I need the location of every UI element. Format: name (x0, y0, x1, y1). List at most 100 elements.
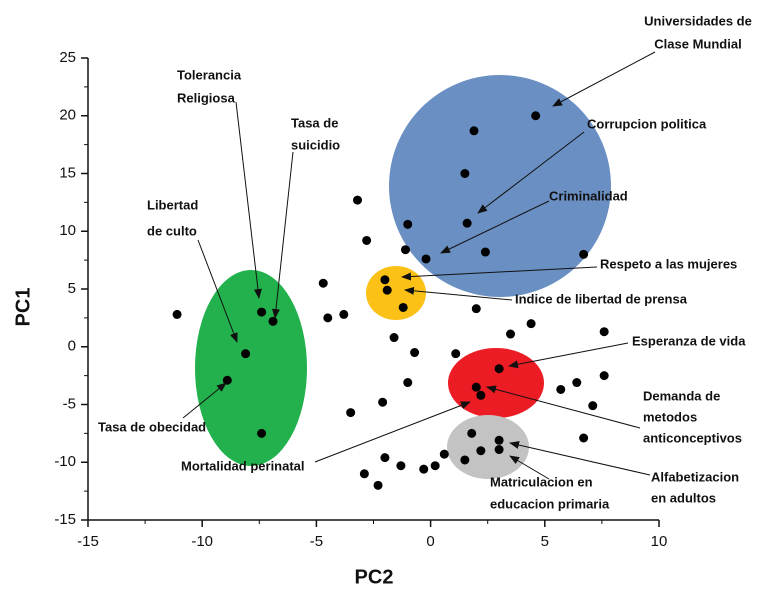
point (172, 309, 182, 319)
point (469, 126, 479, 136)
arrow (271, 151, 294, 319)
point (323, 313, 333, 323)
cluster-gray (447, 415, 529, 479)
annotation: Universidades de (644, 13, 752, 28)
x-tick-label: -10 (191, 533, 213, 550)
annotation: Tolerancia (177, 67, 242, 82)
annotation: Tasa de (291, 115, 338, 130)
arrow (404, 286, 513, 301)
point (257, 428, 267, 438)
point (471, 304, 481, 314)
cluster-yellow (366, 266, 426, 320)
annotation: Criminalidad (549, 188, 628, 203)
arrows (182, 51, 656, 480)
arrow (486, 385, 641, 429)
point (410, 348, 420, 358)
point (241, 349, 251, 359)
point (480, 247, 490, 257)
annotation: Indice de libertad de prensa (515, 291, 688, 306)
point (460, 169, 470, 178)
point (359, 469, 369, 479)
arrow (182, 382, 227, 419)
y-tick-label: -10 (54, 453, 76, 470)
annotation: de culto (147, 223, 197, 238)
point (588, 401, 598, 411)
point (421, 254, 431, 264)
point (467, 428, 477, 438)
y-tick-label: -5 (63, 395, 76, 412)
x-tick-label: 0 (426, 533, 434, 550)
arrow (477, 131, 585, 214)
arrow (235, 101, 262, 299)
arrow (197, 239, 238, 343)
point (378, 397, 388, 407)
point (222, 375, 232, 385)
arrow (552, 51, 656, 107)
point (396, 461, 406, 471)
y-axis-label: PC1 (12, 288, 34, 327)
point (494, 435, 504, 445)
point (382, 285, 392, 295)
point (494, 364, 504, 374)
point (403, 378, 413, 388)
cluster-blue (389, 75, 611, 297)
point (471, 382, 481, 392)
annotation: Esperanza de vida (632, 333, 746, 348)
annotation: en adultos (651, 490, 716, 505)
y-tick-label: 25 (59, 49, 76, 66)
point (476, 390, 486, 400)
point (346, 408, 356, 418)
points (172, 111, 609, 490)
point (430, 461, 440, 471)
x-tick-label: 10 (651, 533, 668, 550)
x-tick-label: -5 (310, 533, 323, 550)
arrow (509, 441, 651, 476)
annotation: Respeto a las mujeres (600, 256, 737, 271)
point (439, 449, 449, 459)
annotation: Mortalidad perinatal (181, 458, 305, 473)
cluster-green (195, 270, 307, 466)
annotation: Clase Mundial (654, 36, 741, 51)
point (506, 329, 516, 339)
y-tick-label: 5 (68, 280, 76, 297)
annotation: Matriculacion en (490, 474, 593, 489)
point (373, 480, 383, 490)
annotation: metodos (643, 409, 697, 424)
arrow (440, 200, 550, 254)
x-axis-label: PC2 (355, 566, 394, 588)
annotation: educacion primaria (490, 496, 610, 511)
point (268, 316, 278, 326)
point (579, 249, 589, 259)
point (398, 302, 408, 312)
arrow (509, 455, 550, 480)
x-tick-label: 5 (541, 533, 549, 550)
point (318, 278, 328, 288)
annotation: Corrupcion politica (587, 116, 707, 131)
cluster-red (448, 348, 544, 418)
point (531, 111, 541, 121)
point (353, 195, 363, 205)
point (257, 307, 267, 317)
arrow (401, 266, 598, 281)
point (380, 453, 390, 463)
point (526, 319, 536, 329)
x-tick-label: -15 (77, 533, 99, 550)
point (572, 378, 582, 388)
point (400, 245, 410, 255)
point (599, 371, 609, 381)
point (389, 333, 399, 343)
annotation: suicidio (291, 137, 340, 152)
point (380, 275, 390, 285)
point (599, 327, 609, 337)
y-tick-label: 15 (59, 164, 76, 181)
point (494, 445, 504, 455)
annotation: Alfabetizacion (651, 469, 739, 484)
point (362, 235, 372, 245)
point (339, 309, 349, 319)
arrow (508, 342, 629, 369)
y-tick-label: 20 (59, 107, 76, 124)
point (556, 384, 566, 394)
point (403, 219, 413, 229)
point (460, 455, 470, 465)
